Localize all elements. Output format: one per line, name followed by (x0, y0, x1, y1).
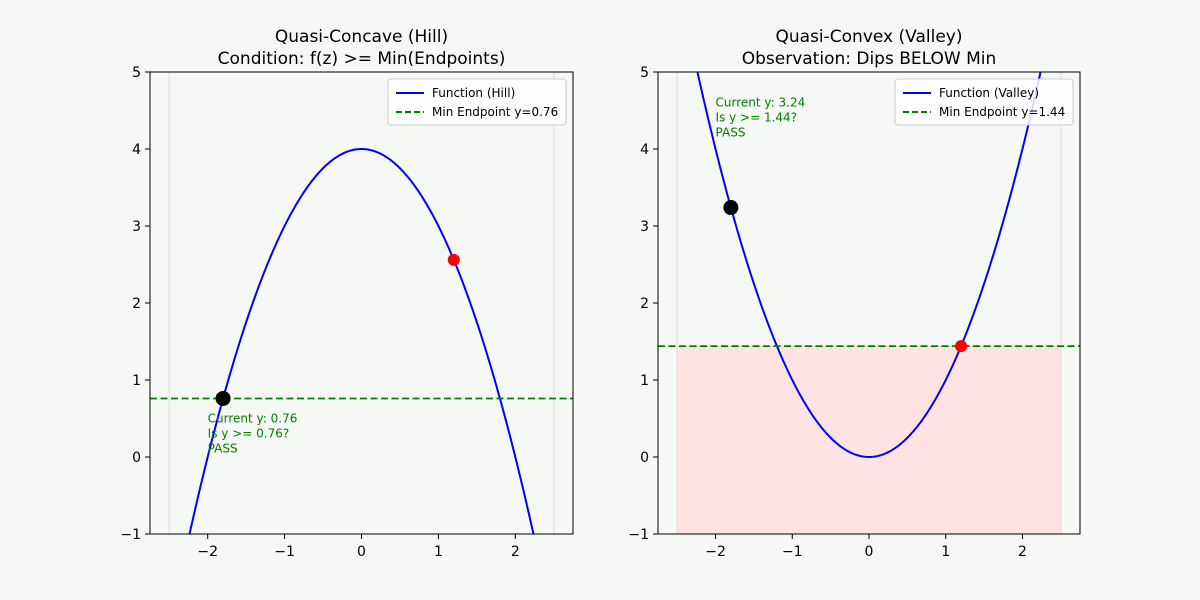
plot-area (150, 72, 573, 534)
y-tick-label: 3 (132, 219, 141, 235)
current-point-marker (723, 200, 739, 216)
legend: Function (Valley) Min Endpoint y=1.44 (894, 78, 1074, 126)
legend: Function (Hill) Min Endpoint y=0.76 (387, 78, 567, 126)
x-tick-label: 2 (511, 544, 520, 560)
annotation-line: Is y >= 0.76? (208, 426, 290, 440)
y-tick-label: 1 (132, 373, 141, 389)
x-tick-label: −1 (782, 544, 803, 560)
legend-label-function: Function (Valley) (939, 86, 1039, 100)
y-tick-label: −1 (120, 527, 141, 543)
endpoint-marker (955, 340, 968, 353)
y-tick-label: 2 (640, 296, 649, 312)
x-tick-label: 0 (357, 544, 366, 560)
function-curve (696, 72, 1042, 459)
x-tick-label: −2 (197, 544, 218, 560)
x-tick-label: −2 (705, 544, 726, 560)
legend-box (387, 78, 567, 126)
x-tick-label: 1 (434, 544, 443, 560)
plot-background (150, 72, 573, 534)
endpoint-marker (447, 253, 460, 266)
x-tick-label: 2 (1018, 544, 1027, 560)
function-curve (188, 147, 535, 534)
y-tick-label: 4 (132, 142, 141, 158)
shaded-below-min-region (676, 345, 1062, 534)
y-tick-label: 0 (640, 450, 649, 466)
chart-title-line2: Observation: Dips BELOW Min (742, 49, 997, 69)
y-tick-label: 2 (132, 296, 141, 312)
chart-title-line1: Quasi-Concave (Hill) (275, 27, 448, 47)
annotation-line: Current y: 3.24 (716, 96, 806, 110)
legend-box (894, 78, 1074, 126)
y-tick-label: 5 (132, 65, 141, 81)
y-tick-label: −1 (628, 527, 649, 543)
chart-title-line2: Condition: f(z) >= Min(Endpoints) (218, 49, 506, 69)
legend-label-min-endpoint: Min Endpoint y=1.44 (939, 105, 1065, 119)
y-tick-label: 1 (640, 373, 649, 389)
x-tick-label: −1 (274, 544, 295, 560)
annotation-line: PASS (716, 126, 746, 140)
y-tick-label: 0 (132, 450, 141, 466)
y-tick-label: 4 (640, 142, 649, 158)
legend-label-min-endpoint: Min Endpoint y=0.76 (432, 105, 558, 119)
plot-area (658, 72, 1080, 534)
annotation-line: PASS (208, 441, 238, 455)
legend-label-function: Function (Hill) (432, 86, 515, 100)
y-tick-label: 5 (640, 65, 649, 81)
chart-title-line1: Quasi-Convex (Valley) (776, 27, 963, 47)
current-point-marker (215, 390, 231, 406)
x-tick-label: 1 (941, 544, 950, 560)
x-tick-label: 0 (865, 544, 874, 560)
annotation-line: Is y >= 1.44? (716, 111, 798, 125)
y-tick-label: 3 (640, 219, 649, 235)
annotation-line: Current y: 0.76 (208, 411, 298, 425)
